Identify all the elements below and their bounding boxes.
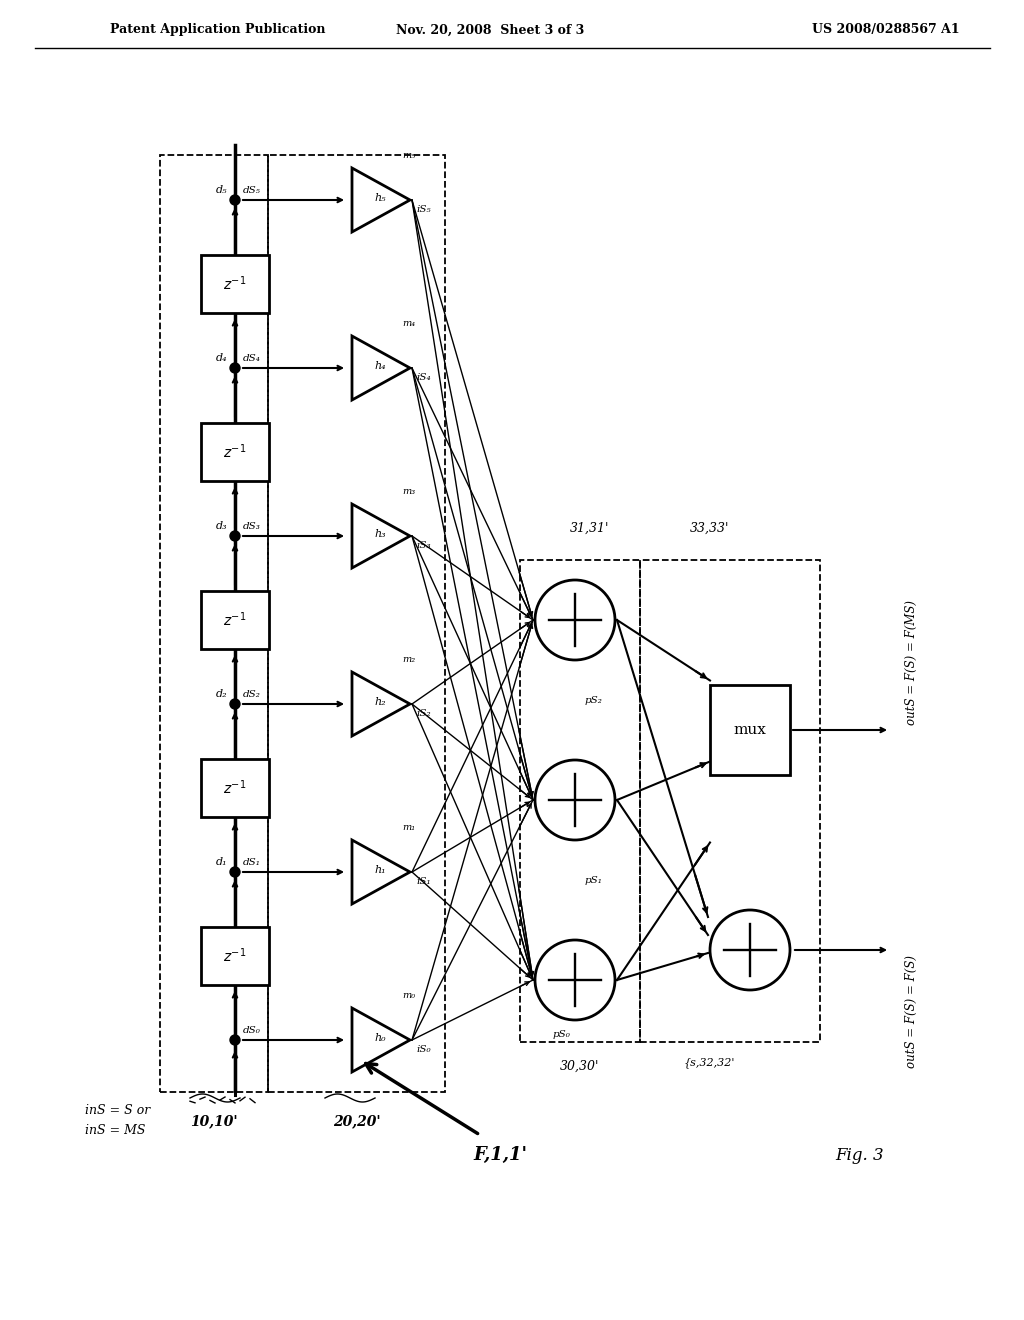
Text: {s,32,32': {s,32,32' bbox=[684, 1057, 735, 1068]
Text: m₁: m₁ bbox=[402, 822, 415, 832]
Text: h₃: h₃ bbox=[374, 529, 386, 539]
Circle shape bbox=[230, 195, 240, 205]
Text: h₀: h₀ bbox=[374, 1034, 386, 1043]
Bar bbox=[201, 591, 269, 649]
Bar bbox=[201, 422, 269, 480]
Text: Nov. 20, 2008  Sheet 3 of 3: Nov. 20, 2008 Sheet 3 of 3 bbox=[396, 24, 584, 37]
Text: 33,33': 33,33' bbox=[690, 521, 729, 535]
Text: dS₁: dS₁ bbox=[243, 858, 261, 867]
Text: outS = F(S) = F(S): outS = F(S) = F(S) bbox=[905, 954, 918, 1068]
Text: mux: mux bbox=[733, 723, 766, 737]
Bar bbox=[201, 255, 269, 313]
Bar bbox=[201, 759, 269, 817]
Text: m₅: m₅ bbox=[402, 150, 415, 160]
Text: d₅: d₅ bbox=[215, 185, 227, 195]
Text: inS = S or: inS = S or bbox=[85, 1104, 151, 1117]
Bar bbox=[710, 685, 790, 775]
Text: dS₄: dS₄ bbox=[243, 354, 261, 363]
Polygon shape bbox=[352, 337, 410, 400]
Text: 31,31': 31,31' bbox=[570, 521, 609, 535]
Text: h₅: h₅ bbox=[374, 193, 386, 203]
Polygon shape bbox=[352, 504, 410, 568]
Bar bbox=[268, 154, 445, 1092]
Circle shape bbox=[230, 700, 240, 709]
Text: $z^{-1}$: $z^{-1}$ bbox=[223, 611, 247, 630]
Text: dS₂: dS₂ bbox=[243, 690, 261, 700]
Polygon shape bbox=[352, 840, 410, 904]
Circle shape bbox=[230, 867, 240, 876]
Text: Fig. 3: Fig. 3 bbox=[836, 1147, 885, 1163]
Circle shape bbox=[230, 363, 240, 374]
Circle shape bbox=[535, 760, 615, 840]
Text: h₄: h₄ bbox=[374, 360, 386, 371]
Text: iS₄: iS₄ bbox=[416, 374, 431, 381]
Text: $z^{-1}$: $z^{-1}$ bbox=[223, 779, 247, 797]
Text: iS₀: iS₀ bbox=[416, 1045, 431, 1053]
Bar bbox=[520, 560, 640, 1041]
Text: h₂: h₂ bbox=[374, 697, 386, 708]
Text: m₀: m₀ bbox=[402, 991, 415, 1001]
Text: iS₅: iS₅ bbox=[416, 205, 431, 214]
Circle shape bbox=[535, 940, 615, 1020]
Text: m₂: m₂ bbox=[402, 655, 415, 664]
Text: dS₀: dS₀ bbox=[243, 1026, 261, 1035]
Text: d₄: d₄ bbox=[215, 352, 227, 363]
Text: m₄: m₄ bbox=[402, 319, 415, 327]
Text: pS₀: pS₀ bbox=[552, 1030, 570, 1039]
Text: $z^{-1}$: $z^{-1}$ bbox=[223, 275, 247, 293]
Text: d₂: d₂ bbox=[215, 689, 227, 700]
Text: pS₂: pS₂ bbox=[585, 696, 603, 705]
Text: $z^{-1}$: $z^{-1}$ bbox=[223, 442, 247, 461]
Text: 10,10': 10,10' bbox=[190, 1114, 238, 1129]
Text: Patent Application Publication: Patent Application Publication bbox=[110, 24, 326, 37]
Bar bbox=[160, 154, 268, 1092]
Polygon shape bbox=[352, 1008, 410, 1072]
Text: US 2008/0288567 A1: US 2008/0288567 A1 bbox=[812, 24, 961, 37]
Text: 30,30': 30,30' bbox=[560, 1060, 600, 1073]
Text: iS₂: iS₂ bbox=[416, 709, 431, 718]
Circle shape bbox=[230, 1035, 240, 1045]
Text: inS = MS: inS = MS bbox=[85, 1123, 145, 1137]
Text: d₃: d₃ bbox=[215, 521, 227, 531]
Text: iS₃: iS₃ bbox=[416, 541, 431, 550]
Circle shape bbox=[535, 579, 615, 660]
Text: F,1,1': F,1,1' bbox=[473, 1146, 527, 1164]
Circle shape bbox=[710, 909, 790, 990]
Text: dS₅: dS₅ bbox=[243, 186, 261, 195]
Text: h₁: h₁ bbox=[374, 865, 386, 875]
Polygon shape bbox=[352, 168, 410, 232]
Text: pS₁: pS₁ bbox=[585, 876, 603, 884]
Polygon shape bbox=[352, 672, 410, 737]
Text: outS = F(S) = F(MS): outS = F(S) = F(MS) bbox=[905, 601, 918, 725]
Bar bbox=[201, 927, 269, 985]
Text: 20,20': 20,20' bbox=[333, 1114, 380, 1129]
Text: $z^{-1}$: $z^{-1}$ bbox=[223, 946, 247, 965]
Bar bbox=[640, 560, 820, 1041]
Text: dS₃: dS₃ bbox=[243, 521, 261, 531]
Text: d₁: d₁ bbox=[215, 857, 227, 867]
Circle shape bbox=[230, 531, 240, 541]
Text: iS₁: iS₁ bbox=[416, 876, 431, 886]
Text: m₃: m₃ bbox=[402, 487, 415, 496]
